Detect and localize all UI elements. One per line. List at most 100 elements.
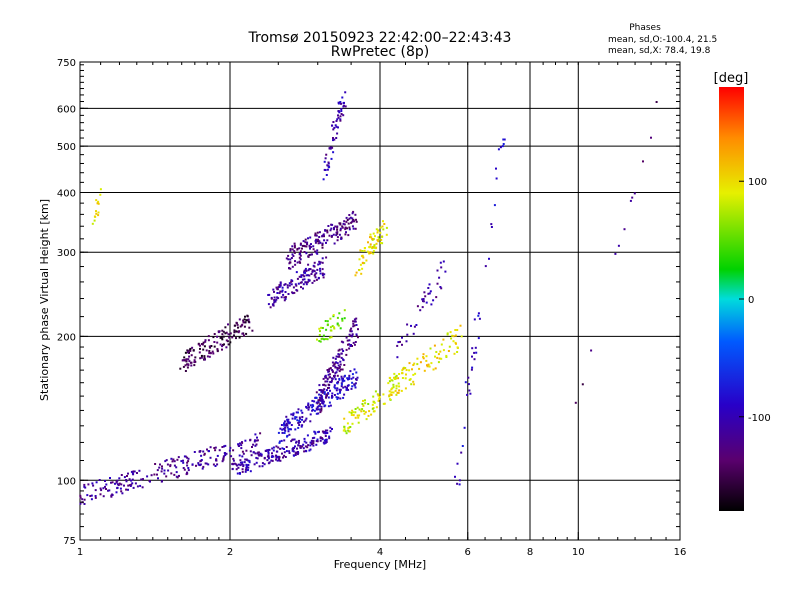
data-point	[331, 325, 334, 328]
data-point	[206, 448, 208, 451]
data-point	[345, 432, 348, 435]
data-point	[321, 437, 324, 440]
data-point	[345, 348, 348, 351]
data-point	[382, 220, 384, 223]
data-point	[434, 367, 437, 370]
data-point	[117, 484, 120, 486]
data-point	[439, 261, 442, 264]
data-point	[216, 341, 219, 344]
data-point	[202, 450, 205, 453]
data-point	[326, 231, 329, 234]
data-point	[280, 296, 283, 299]
data-point	[132, 486, 135, 489]
data-point	[419, 361, 422, 364]
data-point	[83, 483, 86, 486]
data-point	[255, 443, 258, 446]
data-point	[285, 257, 288, 260]
data-point	[351, 409, 354, 412]
data-point	[429, 347, 432, 350]
data-point	[90, 498, 93, 501]
data-point	[120, 490, 123, 493]
data-point	[278, 456, 281, 459]
data-point	[460, 451, 463, 454]
data-point	[501, 145, 504, 148]
data-point	[284, 291, 287, 293]
data-point	[303, 440, 306, 443]
data-point	[375, 406, 378, 409]
data-point	[237, 466, 240, 469]
data-point	[245, 319, 248, 322]
data-point	[326, 429, 329, 432]
data-point	[371, 237, 374, 240]
data-point	[320, 326, 323, 329]
data-points	[79, 91, 658, 505]
data-point	[458, 479, 461, 482]
data-point	[281, 286, 284, 289]
data-point	[128, 478, 131, 481]
data-point	[294, 416, 297, 419]
data-point	[288, 284, 291, 287]
data-point	[239, 464, 242, 467]
data-point	[337, 110, 340, 113]
data-point	[286, 284, 289, 287]
data-point	[313, 436, 316, 439]
data-point	[269, 306, 272, 309]
data-point	[324, 338, 327, 340]
data-point	[84, 486, 87, 489]
data-point	[305, 252, 308, 255]
data-point	[314, 431, 317, 434]
data-point	[348, 343, 351, 346]
data-point	[352, 320, 355, 323]
data-point	[335, 234, 338, 237]
data-point	[318, 334, 321, 336]
data-point	[209, 446, 212, 449]
data-point	[313, 265, 316, 268]
data-point	[286, 418, 289, 421]
data-point	[95, 212, 98, 215]
data-point	[351, 385, 354, 388]
data-point	[484, 265, 487, 268]
data-point	[301, 416, 304, 418]
data-point	[340, 102, 342, 105]
data-point	[490, 226, 493, 228]
data-point	[289, 258, 292, 261]
data-point	[347, 222, 350, 225]
data-point	[187, 358, 190, 361]
data-point	[225, 452, 228, 455]
data-point	[282, 293, 285, 296]
data-point	[294, 263, 297, 266]
data-point	[326, 168, 329, 171]
data-point	[335, 396, 338, 399]
data-point	[272, 455, 275, 458]
data-point	[331, 369, 334, 371]
data-point	[286, 286, 289, 289]
data-point	[311, 399, 314, 402]
data-point	[239, 442, 241, 445]
data-point	[299, 261, 302, 264]
data-point	[172, 458, 175, 461]
data-point	[382, 393, 385, 396]
data-point	[348, 377, 350, 380]
data-point	[212, 336, 215, 339]
data-point	[83, 498, 86, 501]
data-point	[283, 283, 286, 286]
data-point	[193, 359, 196, 362]
data-point	[352, 411, 355, 414]
data-point	[324, 380, 327, 383]
data-point	[471, 347, 474, 350]
data-point	[290, 424, 293, 426]
data-point	[159, 463, 161, 466]
data-point	[244, 470, 247, 473]
data-point	[243, 325, 246, 328]
data-point	[333, 386, 336, 389]
data-point	[327, 166, 330, 169]
data-point	[295, 271, 298, 274]
data-point	[338, 367, 341, 370]
data-point	[295, 284, 298, 287]
data-point	[318, 399, 321, 402]
data-point	[342, 429, 345, 432]
stats-line-o: mean, sd,O:-100.4, 21.5	[608, 35, 717, 45]
data-point	[290, 279, 293, 282]
data-point	[241, 323, 244, 326]
data-point	[343, 220, 346, 223]
